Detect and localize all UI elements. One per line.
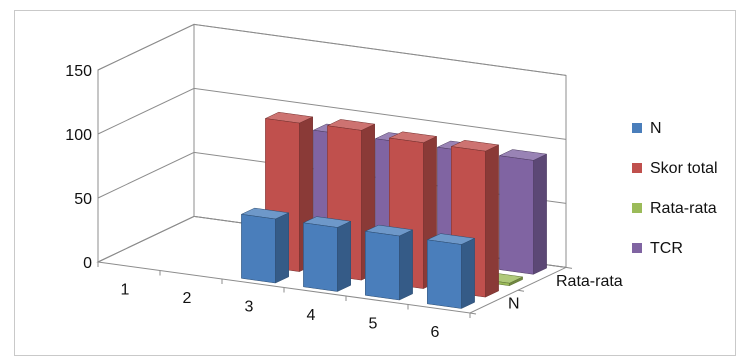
x-tick-label: 1 [121,281,130,298]
legend-item: Skor total [632,160,718,177]
y-tick-label: 0 [83,255,92,272]
y-tick-label: 150 [65,63,92,80]
bar-side [275,212,289,284]
bar-side [399,229,413,301]
bar-front [365,231,400,301]
gridline [97,23,567,76]
x-tick-label: 5 [369,315,378,332]
legend-label: Skor total [650,160,718,177]
chart-floor [96,215,573,318]
legend-item: Rata-rata [632,200,717,217]
x-tick-label: 3 [245,298,254,315]
y-tick-label: 100 [65,127,92,144]
side-wall [97,23,195,263]
bar-tcr-6 [498,149,548,275]
legend-label: TCR [650,240,683,257]
legend-swatch [632,163,642,173]
depth-label: N [508,296,520,313]
depth-tick-mark [469,312,477,315]
depth-tick-mark [517,289,525,292]
bar-side [461,237,475,309]
x-tick-label: 2 [183,290,192,307]
x-tick-label: 6 [431,324,440,341]
bar-n-4 [302,216,352,292]
bar-n-3 [240,207,290,284]
x-tick-label: 4 [307,307,316,324]
legend-item: TCR [632,240,683,257]
legend: N Skor total Rata-rata TCR [632,120,718,257]
legend-swatch [632,123,642,133]
legend-swatch [632,203,642,213]
legend-label: N [650,120,662,137]
bar-side [533,153,547,275]
legend-swatch [632,243,642,253]
bars [240,111,548,309]
bar-side [337,220,351,292]
bar-front [303,222,338,292]
gridline [97,87,567,140]
depth-tick-mark [565,266,573,269]
chart-frame [14,10,736,356]
legend-item: N [632,120,662,137]
y-tick-label: 50 [74,191,92,208]
bar-front [427,239,462,309]
axis-labels: 0 50 100 150 1 2 3 4 5 6 N Rata-rata [65,63,623,341]
bar-n-6 [426,233,476,309]
bar-side [485,144,499,298]
depth-label: Rata-rata [556,273,623,290]
bar-front [499,155,534,275]
legend-label: Rata-rata [650,200,717,217]
bar-n-5 [364,224,414,301]
bar-front [241,214,276,284]
